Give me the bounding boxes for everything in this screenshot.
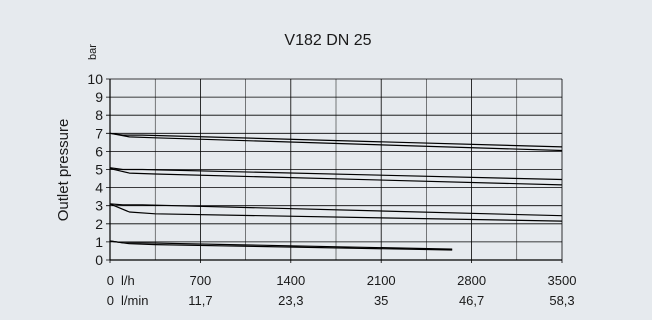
y-tick-label: 9 [95, 89, 103, 105]
x-tick-label: 700 [190, 273, 212, 288]
x-tick-label: 1400 [276, 273, 305, 288]
x-tick-label: 3500 [548, 273, 577, 288]
y-tick-label: 1 [95, 234, 103, 250]
x-tick-label: 0 [107, 273, 114, 288]
series-line-2 [109, 132, 563, 152]
axes [109, 79, 562, 261]
y-tick-label: 8 [95, 107, 103, 123]
x-unit-label: l/min [121, 293, 148, 308]
y-tick-label: 3 [95, 198, 103, 214]
x-tick-label: 46,7 [459, 293, 484, 308]
y-tick-label: 7 [95, 125, 103, 141]
y-tick-label: 5 [95, 162, 103, 178]
series-line-3 [109, 167, 563, 181]
x-tick-label: 0 [107, 293, 114, 308]
grid [106, 78, 563, 263]
series-lines [109, 132, 563, 251]
y-tick-label: 2 [95, 216, 103, 232]
x-tick-label: 2800 [457, 273, 486, 288]
chart-title: V182 DN 25 [284, 32, 371, 49]
x-tick-label: 11,7 [188, 293, 212, 308]
series-line-8 [109, 240, 453, 251]
y-tick-labels: 0 1 2 3 4 5 6 7 8 9 10 [87, 71, 103, 268]
series-line-5 [109, 203, 563, 217]
x-tick-label: 58,3 [549, 293, 574, 308]
series-line-4 [109, 168, 563, 186]
y-tick-label: 10 [87, 71, 103, 87]
x-tick-labels: 0 700 1400 2100 2800 3500 l/h 0 11,7 23,3 35 46,7 58… [107, 273, 577, 308]
x-tick-label: 35 [374, 293, 388, 308]
y-tick-label: 4 [95, 180, 103, 196]
x-tick-label: 23,3 [278, 293, 303, 308]
y-tick-label: 6 [95, 143, 103, 159]
x-tick-label: 2100 [367, 273, 396, 288]
y-axis-label: Outlet pressure [55, 119, 72, 222]
series-line-6 [109, 203, 563, 222]
y-tick-label: 0 [95, 252, 103, 268]
y-axis-unit: bar [87, 44, 99, 60]
x-unit-label: l/h [121, 273, 135, 288]
